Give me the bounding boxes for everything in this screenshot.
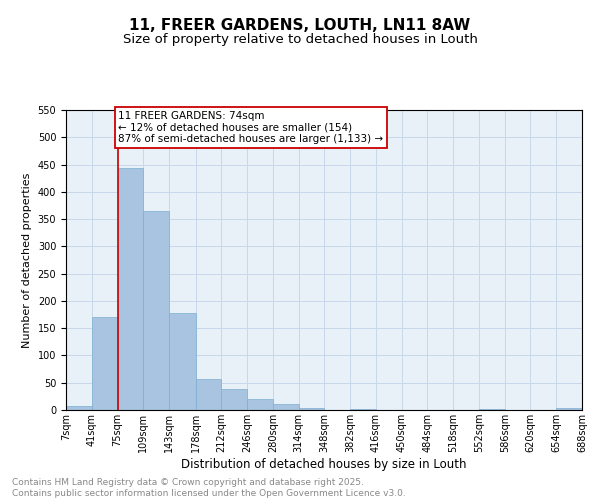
Text: Contains HM Land Registry data © Crown copyright and database right 2025.
Contai: Contains HM Land Registry data © Crown c… — [12, 478, 406, 498]
Text: 11, FREER GARDENS, LOUTH, LN11 8AW: 11, FREER GARDENS, LOUTH, LN11 8AW — [130, 18, 470, 32]
Bar — [118, 168, 143, 410]
Bar — [221, 388, 247, 410]
Bar — [66, 406, 92, 410]
Bar — [196, 380, 221, 410]
Bar — [169, 313, 196, 410]
Bar — [247, 399, 273, 410]
Bar — [556, 408, 582, 410]
Bar — [92, 318, 118, 410]
Bar — [273, 404, 299, 410]
Y-axis label: Number of detached properties: Number of detached properties — [22, 172, 32, 348]
Bar — [479, 409, 505, 410]
Bar — [143, 212, 169, 410]
X-axis label: Distribution of detached houses by size in Louth: Distribution of detached houses by size … — [181, 458, 467, 471]
Text: 11 FREER GARDENS: 74sqm
← 12% of detached houses are smaller (154)
87% of semi-d: 11 FREER GARDENS: 74sqm ← 12% of detache… — [118, 111, 383, 144]
Bar — [299, 408, 325, 410]
Text: Size of property relative to detached houses in Louth: Size of property relative to detached ho… — [122, 32, 478, 46]
